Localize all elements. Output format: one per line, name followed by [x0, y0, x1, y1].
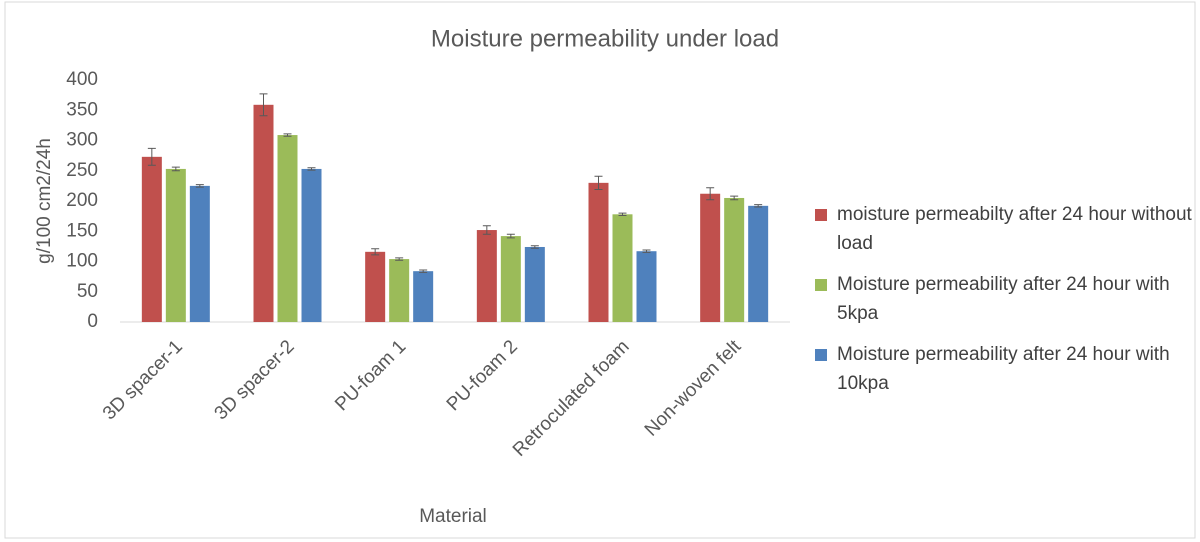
x-tick-label: PU-foam 1	[331, 336, 410, 415]
y-tick-label: 0	[87, 311, 98, 332]
legend-item: moisture permeabilty after 24 hour witho…	[815, 200, 1195, 258]
legend-label: moisture permeabilty after 24 hour witho…	[837, 204, 1192, 254]
error-bar	[371, 248, 380, 256]
y-axis-label: g/100 cm2/24h	[34, 138, 55, 264]
bar	[165, 168, 186, 322]
y-tick-label: 50	[77, 281, 98, 302]
error-bar	[730, 195, 739, 201]
error-bar	[171, 166, 180, 172]
error-bar	[419, 269, 428, 273]
bar	[141, 156, 162, 322]
legend-label: Moisture permeability after 24 hour with…	[837, 274, 1170, 324]
bar	[636, 251, 657, 322]
y-tick-label: 100	[66, 251, 98, 272]
chart-title: Moisture permeability under load	[431, 25, 779, 52]
error-bar	[618, 212, 627, 217]
x-tick-label: 3D spacer-1	[99, 336, 187, 424]
x-tick-label: 3D spacer-2	[211, 336, 299, 424]
bar	[500, 236, 521, 322]
error-bar	[642, 249, 651, 253]
error-bar	[706, 187, 715, 201]
y-tick-label: 150	[66, 220, 98, 241]
legend-item: Moisture permeability after 24 hour with…	[815, 270, 1195, 328]
bar	[253, 104, 274, 323]
legend: moisture permeabilty after 24 hour witho…	[815, 200, 1195, 410]
bar	[389, 259, 410, 322]
legend-swatch	[815, 349, 827, 361]
bar	[524, 246, 545, 322]
error-bar	[506, 233, 515, 239]
x-tick-label: PU-foam 2	[443, 336, 522, 415]
x-axis-label: Material	[419, 506, 487, 527]
y-tick-label: 300	[66, 130, 98, 151]
y-tick-label: 200	[66, 190, 98, 211]
legend-label: Moisture permeability after 24 hour with…	[837, 344, 1170, 394]
legend-item: Moisture permeability after 24 hour with…	[815, 340, 1195, 398]
bar	[476, 230, 497, 322]
y-tick-label: 350	[66, 99, 98, 120]
error-bar	[147, 147, 156, 166]
y-tick-label: 400	[66, 69, 98, 90]
error-bar	[307, 167, 316, 171]
error-bar	[259, 93, 268, 117]
bar	[748, 205, 769, 322]
legend-swatch	[815, 209, 827, 221]
x-tick-label: Retroculated foam	[509, 336, 634, 461]
bar	[365, 251, 386, 322]
chart-border	[4, 1, 1196, 539]
bar	[277, 135, 298, 322]
y-tick-label: 250	[66, 160, 98, 181]
x-tick-label: Non-woven felt	[641, 336, 746, 441]
error-bar	[530, 245, 539, 249]
error-bar	[594, 175, 603, 191]
bar	[724, 197, 745, 322]
legend-swatch	[815, 279, 827, 291]
error-bar	[482, 225, 491, 235]
error-bar	[195, 184, 204, 188]
error-bar	[283, 133, 292, 137]
bar	[612, 214, 633, 322]
bar	[700, 193, 721, 322]
bar	[301, 168, 322, 322]
error-bar	[395, 257, 404, 261]
bar	[189, 185, 210, 322]
bar	[588, 182, 609, 322]
bar	[413, 271, 434, 322]
error-bar	[754, 204, 763, 208]
